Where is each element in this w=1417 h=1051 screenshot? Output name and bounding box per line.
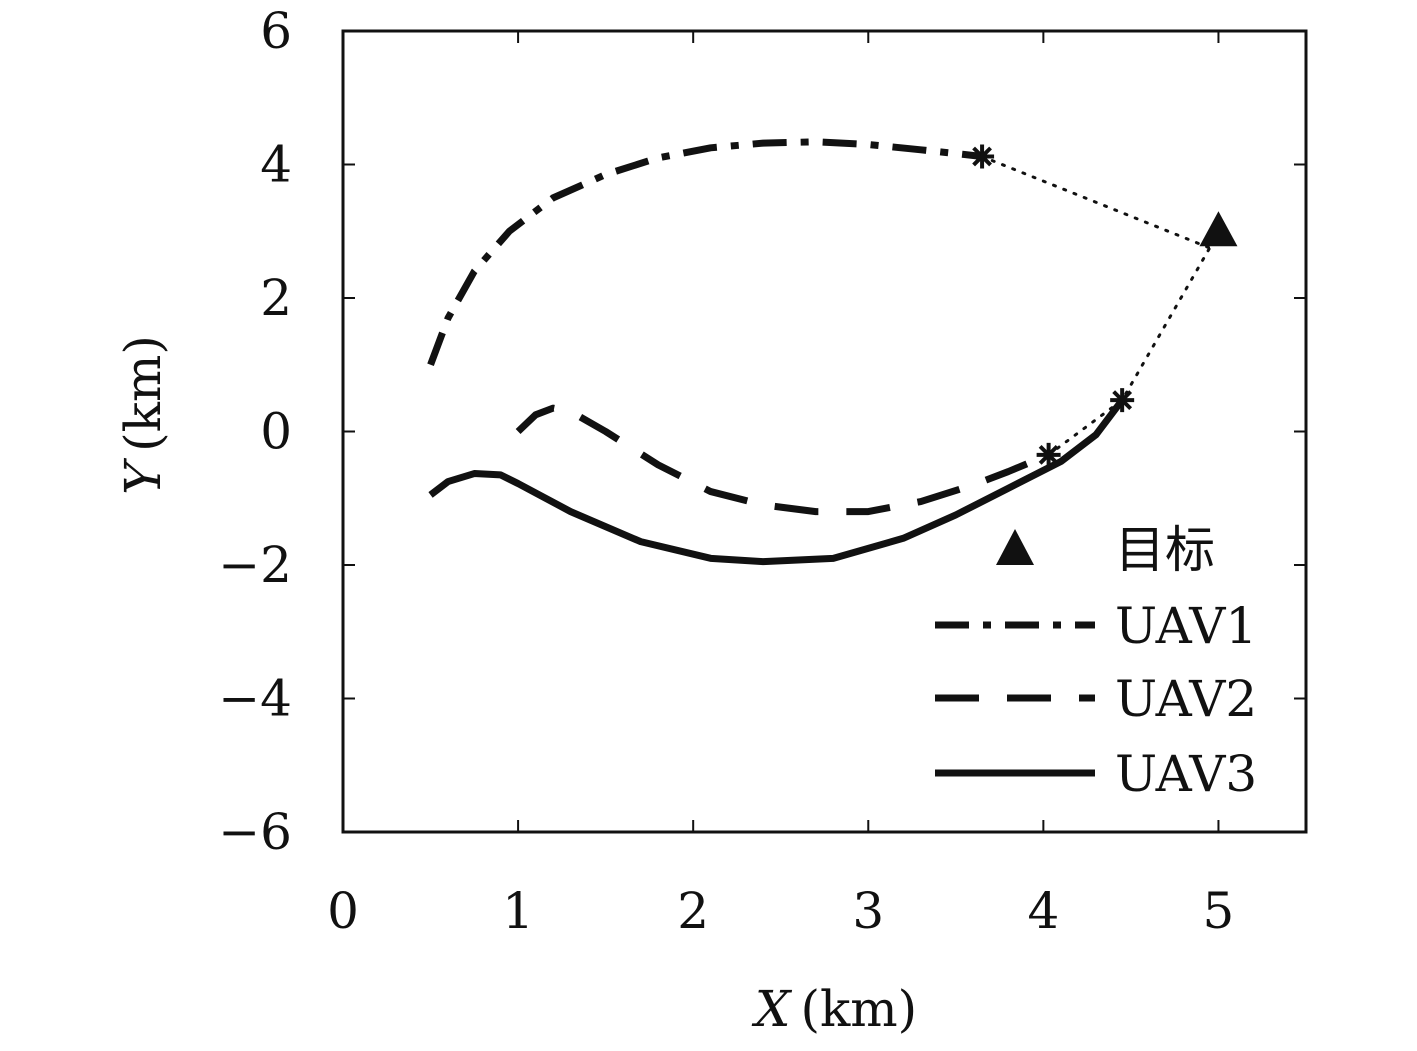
x-axis-label: X (km) <box>751 980 917 1038</box>
x-tick-label: 3 <box>852 882 884 940</box>
endpoint-asterisk-marker <box>1110 388 1135 413</box>
legend: 目标 UAV1 UAV2 UAV3 <box>935 521 1257 803</box>
x-tick-label: 2 <box>677 882 709 940</box>
series-line-uav3 <box>428 398 1125 566</box>
plot-marks <box>427 138 1238 566</box>
y-tick-label: −2 <box>218 536 292 594</box>
legend-label-uav3: UAV3 <box>1115 745 1257 803</box>
connector-dotted-line <box>1047 246 1212 457</box>
y-tick-label: 2 <box>260 269 292 327</box>
series-line-uav2 <box>515 404 1050 516</box>
target-triangle-marker <box>1199 211 1238 247</box>
y-tick-label: −4 <box>218 670 292 728</box>
asterisk-stroke <box>972 146 992 167</box>
y-tick-label: 0 <box>260 403 292 461</box>
y-tick-label: 4 <box>260 136 292 194</box>
y-axis-label: Y(km) <box>114 335 172 495</box>
legend-label-uav1: UAV1 <box>1115 597 1257 655</box>
asterisk-stroke <box>1112 390 1133 411</box>
x-tick-label: 1 <box>502 882 534 940</box>
legend-target-marker <box>996 529 1034 565</box>
x-tick-label: 4 <box>1027 882 1059 940</box>
series-line-uav1 <box>427 138 983 366</box>
tick-labels: 0 1 2 3 4 5 −6 −4 −2 0 2 4 6 <box>218 2 1234 940</box>
legend-label-uav2: UAV2 <box>1115 670 1257 728</box>
y-tick-label: 6 <box>260 2 292 60</box>
legend-target-label: 目标 <box>1115 521 1215 579</box>
x-tick-label: 5 <box>1203 882 1235 940</box>
y-tick-label: −6 <box>218 803 292 861</box>
endpoint-asterisk-marker <box>970 144 995 169</box>
axis-ticks <box>342 30 1306 833</box>
asterisk-stroke <box>1038 444 1059 465</box>
x-tick-label: 0 <box>327 882 359 940</box>
connector-dotted-line <box>980 154 1212 250</box>
endpoint-asterisk-marker <box>1036 442 1061 467</box>
